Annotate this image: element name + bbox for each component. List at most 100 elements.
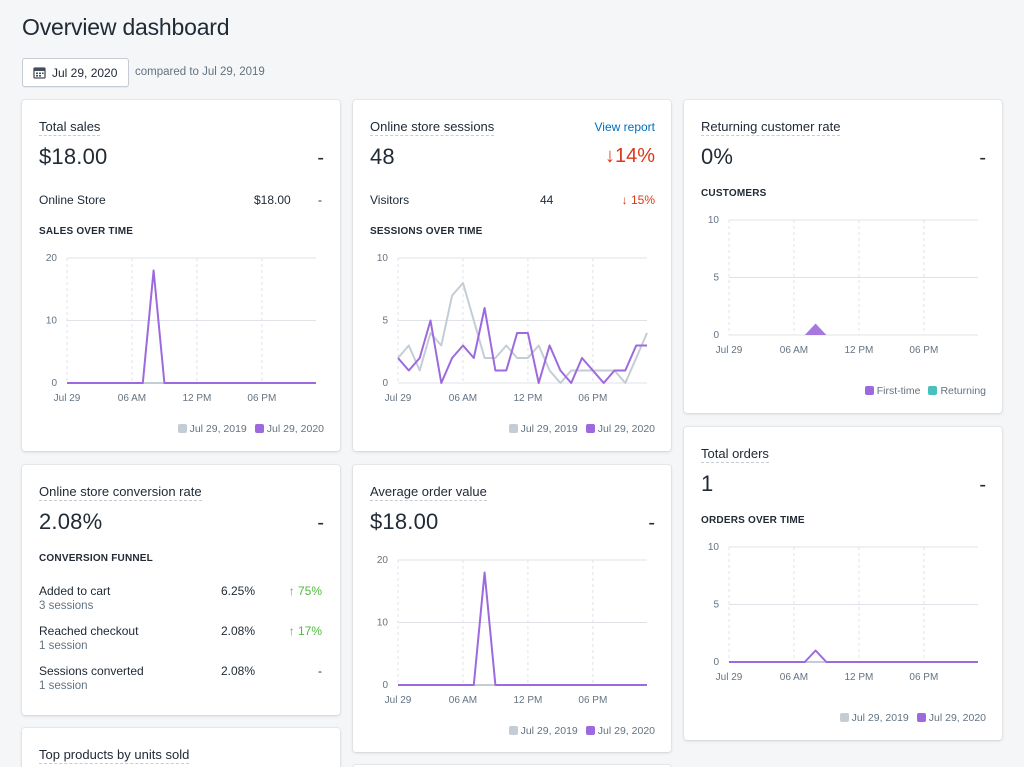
- y-tick-label: 20: [377, 555, 389, 566]
- breakdown-row: Online Store $18.00 -: [39, 193, 324, 209]
- x-tick-label: 06 AM: [780, 672, 808, 683]
- series-line: [397, 282, 648, 384]
- legend-swatch-current: [916, 713, 926, 722]
- x-tick-label: 12 PM: [182, 393, 211, 404]
- sessions-card: Online store sessions View report 48 ↓14…: [353, 100, 671, 451]
- y-tick-label: 5: [713, 273, 719, 284]
- x-tick-label: Jul 29: [716, 345, 743, 356]
- card-title[interactable]: Online store sessions: [370, 119, 495, 136]
- legend-label: Jul 29, 2019: [520, 725, 578, 737]
- x-tick-label: 12 PM: [513, 695, 542, 706]
- legend-swatch-prev: [839, 713, 849, 722]
- compare-text: compared to Jul 29, 2019: [135, 66, 265, 78]
- legend-item: Jul 29, 2020: [916, 712, 986, 724]
- section-label: ORDERS OVER TIME: [701, 515, 805, 526]
- metric-value: $18.00: [370, 509, 439, 534]
- section-label: CONVERSION FUNNEL: [39, 553, 153, 564]
- y-tick-label: 20: [46, 253, 58, 264]
- date-range-button[interactable]: Jul 29, 2020: [22, 58, 129, 87]
- legend-label: Jul 29, 2019: [189, 423, 247, 435]
- y-tick-label: 10: [708, 542, 720, 553]
- metric-delta: -: [979, 147, 986, 169]
- section-label: SALES OVER TIME: [39, 226, 134, 237]
- legend-swatch-returning: [928, 386, 938, 395]
- x-tick-label: 12 PM: [844, 672, 873, 683]
- chart-legend: Jul 29, 2019 Jul 29, 2020: [508, 725, 655, 737]
- y-tick-label: 0: [713, 657, 719, 668]
- orders-over-time-chart: 0 5 10 Jul 29 06 AM 12 PM 06 PM: [708, 542, 978, 683]
- x-tick-label: 06 PM: [909, 672, 938, 683]
- legend-item: Jul 29, 2020: [254, 423, 324, 435]
- metric-delta: -: [317, 147, 324, 169]
- y-tick-label: 10: [377, 253, 389, 264]
- row-value: 44: [540, 193, 554, 207]
- legend-label: Jul 29, 2020: [597, 423, 655, 435]
- funnel-label: Sessions converted: [39, 664, 144, 678]
- legend-label: Jul 29, 2019: [520, 423, 578, 435]
- x-tick-label: Jul 29: [54, 393, 81, 404]
- card-title[interactable]: Top products by units sold: [39, 747, 190, 764]
- metric-delta: -: [317, 512, 324, 534]
- customers-chart: 0 5 10 Jul 29 06 AM 12 PM 06 PM: [708, 215, 978, 356]
- funnel-label: Added to cart: [39, 584, 111, 598]
- legend-swatch-prev: [508, 424, 518, 433]
- metric-delta: ↓14%: [604, 145, 655, 167]
- funnel-value: 6.25%: [221, 584, 256, 598]
- x-tick-label: Jul 29: [716, 672, 743, 683]
- x-tick-label: 06 PM: [578, 695, 607, 706]
- legend-item: Returning: [928, 385, 986, 397]
- funnel-label: Reached checkout: [39, 624, 139, 638]
- card-title[interactable]: Total orders: [701, 446, 769, 463]
- funnel-row: Sessions converted 2.08% -: [39, 664, 324, 680]
- chart-legend: Jul 29, 2019 Jul 29, 2020: [177, 423, 324, 435]
- x-tick-label: 12 PM: [844, 345, 873, 356]
- x-tick-label: 06 AM: [449, 695, 477, 706]
- series-line: [67, 269, 316, 384]
- y-tick-label: 0: [51, 378, 57, 389]
- legend-swatch-first-time: [864, 386, 874, 395]
- legend-swatch-current: [585, 424, 595, 433]
- legend-label: Jul 29, 2020: [597, 725, 655, 737]
- card-title[interactable]: Returning customer rate: [701, 119, 841, 136]
- average-order-value-card: Average order value $18.00 - 0 10 20 Jul 29…: [353, 465, 671, 752]
- sessions-over-time-chart: 0 5 10 Jul 29 06 AM 12 PM 06 PM: [377, 253, 648, 404]
- legend-swatch-current: [254, 424, 264, 433]
- legend-item: Jul 29, 2020: [585, 423, 655, 435]
- chart-legend: First-time Returning: [864, 385, 986, 397]
- x-tick-label: 06 PM: [909, 345, 938, 356]
- partial-card: [353, 765, 671, 767]
- funnel-value: 2.08%: [221, 664, 256, 678]
- conversion-rate-card: Online store conversion rate 2.08% - CON…: [22, 465, 340, 715]
- funnel-value: 2.08%: [221, 624, 256, 638]
- legend-swatch-prev: [177, 424, 187, 433]
- row-delta-text: ↓ 15%: [621, 193, 655, 207]
- funnel-delta: ↑ 17%: [288, 624, 322, 638]
- x-tick-label: Jul 29: [385, 393, 412, 404]
- y-tick-label: 10: [708, 215, 720, 226]
- legend-item: Jul 29, 2019: [177, 423, 247, 435]
- top-products-card: Top products by units sold: [22, 728, 340, 767]
- x-tick-label: 12 PM: [513, 393, 542, 404]
- calendar-icon: [33, 67, 46, 79]
- funnel-row: Added to cart 6.25% ↑ 75%: [39, 584, 324, 600]
- card-title[interactable]: Average order value: [370, 484, 487, 501]
- y-tick-label: 5: [382, 316, 388, 327]
- funnel-row: Reached checkout 2.08% ↑ 17%: [39, 624, 324, 640]
- chart-legend: Jul 29, 2019 Jul 29, 2020: [508, 423, 655, 435]
- y-tick-label: 10: [46, 316, 58, 327]
- legend-item: Jul 29, 2019: [839, 712, 909, 724]
- y-tick-label: 0: [382, 680, 388, 691]
- legend-label: Jul 29, 2019: [851, 712, 909, 724]
- view-report-link[interactable]: View report: [594, 120, 655, 134]
- metric-delta: -: [979, 474, 986, 496]
- chart-legend: Jul 29, 2019 Jul 29, 2020: [839, 712, 986, 724]
- series-line: [397, 307, 647, 384]
- card-title[interactable]: Total sales: [39, 119, 101, 136]
- metric-value: 2.08%: [39, 509, 103, 534]
- legend-label: First-time: [876, 385, 921, 397]
- x-tick-label: 06 PM: [578, 393, 607, 404]
- card-title[interactable]: Online store conversion rate: [39, 484, 202, 501]
- funnel-sub: 3 sessions: [39, 600, 94, 612]
- x-tick-label: 06 AM: [449, 393, 477, 404]
- legend-swatch-prev: [508, 726, 518, 735]
